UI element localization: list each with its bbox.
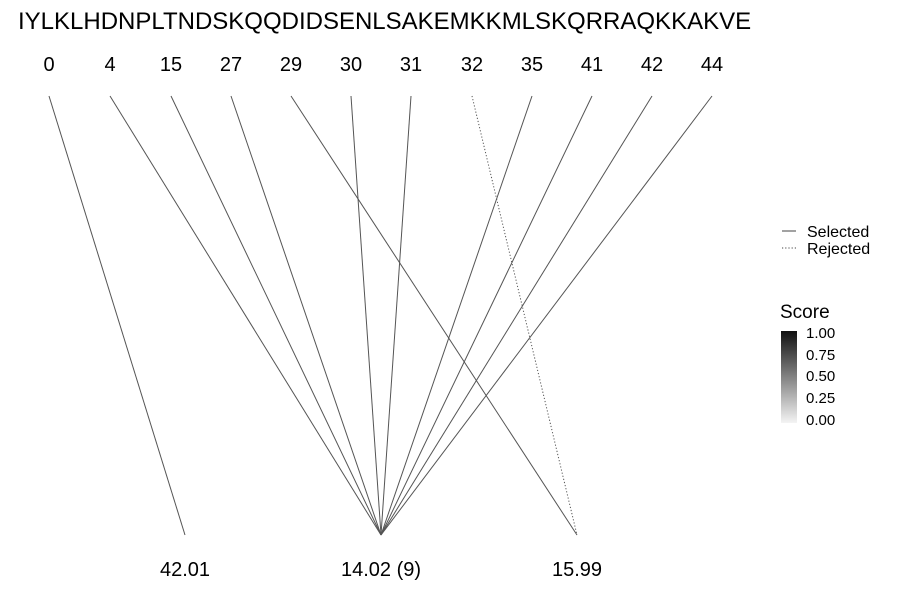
- selected-connection-line: [380, 95, 713, 536]
- selected-connection-line: [290, 95, 578, 536]
- mass-label: 15.99: [552, 559, 602, 581]
- score-legend: Score 1.00 0.75 0.50 0.25 0.00: [780, 302, 835, 429]
- mass-label: 42.01: [160, 559, 210, 581]
- selected-connection-line: [380, 95, 533, 536]
- legend: Selected Rejected: [782, 224, 870, 258]
- selected-connection-line: [380, 95, 593, 536]
- legend-rejected-label: Rejected: [807, 241, 870, 258]
- position-label: 32: [461, 54, 483, 76]
- position-label: 0: [43, 54, 54, 76]
- selected-connection-line: [380, 95, 653, 536]
- score-tick: 0.50: [806, 368, 835, 385]
- selected-connection-line: [230, 95, 382, 536]
- selected-connection-line: [350, 95, 382, 536]
- score-tick: 0.00: [806, 412, 835, 429]
- position-label: 35: [521, 54, 543, 76]
- score-tick: 0.25: [806, 390, 835, 407]
- position-label: 30: [340, 54, 362, 76]
- position-label: 44: [701, 54, 723, 76]
- selected-connection-line: [170, 95, 382, 536]
- position-label: 31: [400, 54, 422, 76]
- mass-label: 14.02 (9): [341, 559, 421, 581]
- rejected-connection-line: [471, 95, 578, 536]
- score-colorbar: [781, 331, 797, 423]
- position-labels: 0 4 15 27 29 30 31 32 35 41 42 44: [43, 54, 723, 76]
- selected-connection-line: [380, 95, 412, 536]
- score-tick: 1.00: [806, 325, 835, 342]
- legend-selected-label: Selected: [807, 224, 869, 241]
- selected-connection-line: [48, 95, 186, 536]
- position-label: 42: [641, 54, 663, 76]
- sequence-text: IYLKLHDNPLTNDSKQQDIDSENLSAKEMKKMLSKQRRAQ…: [18, 8, 751, 35]
- selected-connection-line: [109, 95, 382, 536]
- position-label: 41: [581, 54, 603, 76]
- score-tick: 0.75: [806, 347, 835, 364]
- connection-lines: [48, 95, 713, 536]
- position-label: 15: [160, 54, 182, 76]
- mass-labels: 42.01 14.02 (9) 15.99: [160, 559, 602, 581]
- score-legend-title: Score: [780, 302, 830, 323]
- position-label: 27: [220, 54, 242, 76]
- position-label: 29: [280, 54, 302, 76]
- position-label: 4: [104, 54, 115, 76]
